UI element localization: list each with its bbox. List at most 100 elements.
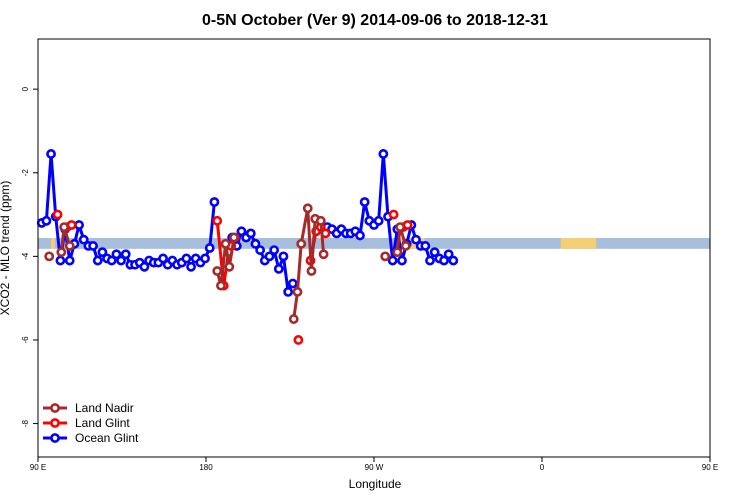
data-point (269, 245, 280, 255)
series-land-nadir (44, 203, 411, 324)
data-point (59, 222, 70, 232)
legend-label: Land Glint (75, 416, 130, 430)
data-point (92, 255, 103, 266)
data-point (287, 278, 298, 289)
data-point (283, 286, 294, 297)
series-ocean-glint (36, 149, 459, 297)
legend-swatch-marker (50, 403, 60, 413)
data-point (224, 261, 235, 272)
data-point (395, 222, 406, 232)
data-point (200, 253, 210, 264)
x-tick-label: 90 W (365, 463, 384, 472)
data-point (448, 255, 459, 266)
data-point (55, 255, 66, 266)
data-point (139, 261, 150, 272)
data-point (46, 149, 56, 159)
chart-title: 0-5N October (Ver 9) 2014-09-06 to 2018-… (202, 12, 548, 29)
y-tick-label: -2 (21, 169, 30, 177)
x-tick-label: 90 E (30, 463, 46, 472)
data-point (278, 251, 289, 262)
data-point (264, 251, 275, 262)
x-tick-label: 180 (199, 463, 213, 472)
data-point (380, 251, 391, 262)
data-point (292, 286, 303, 297)
y-axis: 0 -2 -4 -6 -8 (21, 86, 38, 427)
legend-item: Land Nadir (43, 401, 134, 415)
data-point (212, 266, 223, 276)
data-point (186, 261, 196, 272)
data-point (378, 149, 389, 159)
data-point (56, 247, 67, 258)
data-point (181, 253, 192, 264)
data-point (106, 255, 117, 266)
background-band (38, 237, 710, 249)
data-point (355, 230, 365, 241)
x-tick-label: 0 (540, 463, 545, 472)
legend-item: Ocean Glint (43, 431, 139, 445)
data-point (116, 255, 126, 266)
data-point (388, 209, 399, 220)
data-point (306, 266, 317, 276)
data-point (78, 234, 89, 245)
series-layer (36, 149, 459, 345)
data-point (429, 247, 440, 258)
y-axis-label: XCO2 - MLO trend (ppm) (0, 181, 12, 316)
data-point (158, 253, 168, 264)
y-tick-label: -8 (21, 419, 30, 427)
data-point (44, 251, 55, 262)
x-tick-label: 90 E (702, 463, 718, 472)
band-land-segment (560, 237, 597, 249)
data-point (229, 232, 239, 243)
data-point (397, 255, 407, 266)
data-point (296, 238, 307, 249)
data-point (318, 249, 329, 260)
data-point (392, 247, 403, 258)
data-point (400, 241, 411, 251)
y-tick-label: -6 (21, 336, 30, 344)
data-point (293, 335, 304, 345)
data-point (220, 238, 231, 249)
data-point (373, 215, 384, 226)
data-point (273, 263, 284, 274)
data-point (302, 203, 313, 214)
legend-label: Ocean Glint (75, 431, 139, 445)
data-point (359, 197, 370, 207)
data-point (288, 314, 299, 324)
legend-label: Land Nadir (75, 401, 134, 415)
data-point (315, 215, 326, 226)
data-point (74, 220, 84, 230)
legend-item: Land Glint (43, 416, 130, 430)
data-point (411, 234, 421, 245)
data-point (387, 255, 398, 266)
data-point (255, 245, 266, 255)
data-point (41, 215, 52, 226)
data-point (97, 247, 108, 258)
data-point (209, 197, 220, 207)
data-point (250, 238, 261, 249)
data-point (216, 280, 226, 291)
data-point (236, 226, 247, 237)
data-point (204, 243, 215, 253)
data-point (66, 220, 77, 230)
data-point (245, 228, 256, 239)
data-point (420, 241, 431, 251)
data-point (52, 209, 63, 220)
data-point (88, 241, 98, 251)
data-point (439, 255, 449, 266)
data-point (64, 241, 75, 251)
data-point (64, 255, 75, 266)
x-axis: 90 E 180 90 W 0 90 E (30, 457, 718, 472)
data-point (120, 249, 131, 260)
data-point (425, 255, 435, 266)
x-axis-label: Longitude (349, 477, 402, 491)
y-tick-label: -4 (21, 252, 30, 260)
band-ocean (38, 237, 710, 249)
y-tick-label: 0 (21, 86, 30, 91)
band-land-segment (51, 237, 55, 249)
data-point (111, 249, 122, 260)
data-point (443, 249, 454, 260)
data-point (402, 220, 413, 230)
data-point (212, 215, 223, 226)
